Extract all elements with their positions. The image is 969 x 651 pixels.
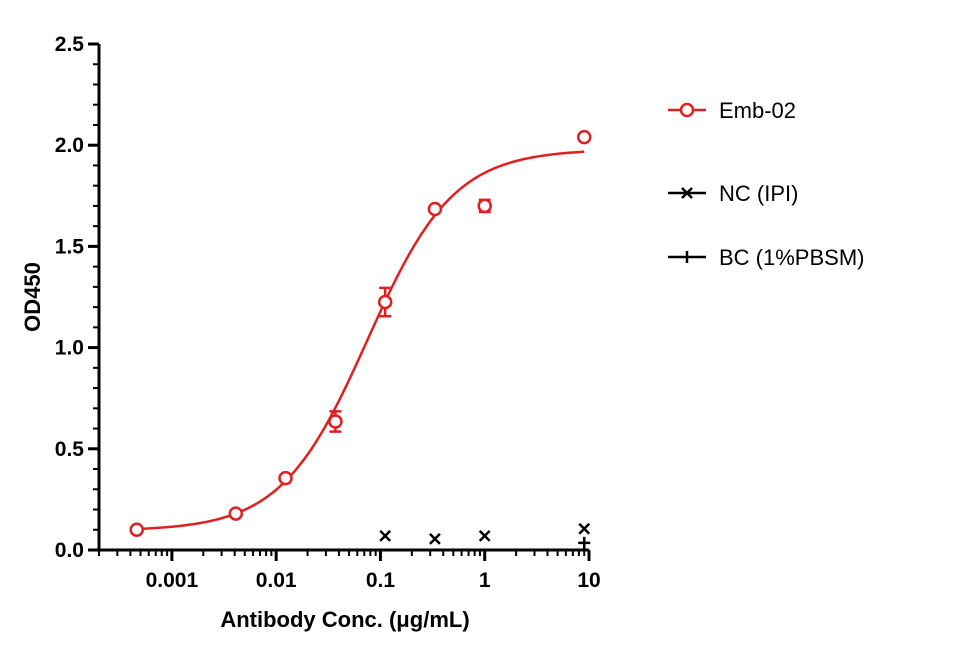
- legend-x-marker: [681, 187, 693, 199]
- legend-circle-marker: [679, 102, 695, 118]
- legend-item: Emb-02: [668, 98, 796, 123]
- emb-02-point: [328, 414, 343, 429]
- x-tick-label: 0.1: [366, 569, 396, 592]
- y-tick-label: 0.0: [55, 539, 84, 562]
- nc-ipi-point: [578, 522, 591, 535]
- y-tick-label: 1.0: [55, 337, 84, 360]
- legend-label: NC (IPI): [719, 181, 798, 206]
- y-axis-ticks: 0.0 0.5 1.0 1.5 2.0 2.5: [55, 33, 99, 562]
- bc-pbsm-point: [578, 536, 591, 549]
- x-tick-label: 1: [479, 569, 491, 592]
- y-tick-label: 2.5: [55, 33, 85, 56]
- emb-02-point: [129, 522, 144, 538]
- nc-ipi-point: [478, 529, 491, 542]
- y-tick-label: 2.0: [55, 134, 84, 157]
- nc-ipi-point: [429, 532, 441, 545]
- x-tick-label: 0.01: [256, 569, 297, 592]
- x-tick-label: 10: [577, 569, 600, 592]
- emb-02-point: [477, 198, 492, 214]
- y-tick-label: 1.5: [55, 235, 85, 258]
- x-axis-title: Antibody Conc. (μg/mL): [220, 607, 469, 632]
- emb-02-point: [278, 470, 293, 486]
- axes: [97, 44, 589, 552]
- emb-02-point: [228, 506, 244, 521]
- plot-area: [129, 129, 592, 549]
- emb-02-point: [427, 201, 443, 217]
- y-tick-label: 0.5: [55, 438, 85, 461]
- legend-label: BC (1%PBSM): [719, 245, 864, 270]
- x-tick-label: 0.001: [146, 569, 199, 592]
- emb-02-point: [576, 129, 592, 145]
- x-axis-ticks: 0.001 0.01 0.1 1 10: [98, 550, 601, 592]
- legend-item: BC (1%PBSM): [668, 245, 864, 270]
- legend-item: NC (IPI): [668, 181, 798, 206]
- emb-02-point: [377, 294, 393, 310]
- legend: Emb-02 NC (IPI) BC (1%PBSM): [668, 98, 864, 270]
- nc-ipi-point: [379, 529, 392, 542]
- y-axis-title: OD450: [20, 262, 45, 332]
- emb-02-fit-curve: [136, 150, 585, 531]
- legend-label: Emb-02: [719, 98, 796, 123]
